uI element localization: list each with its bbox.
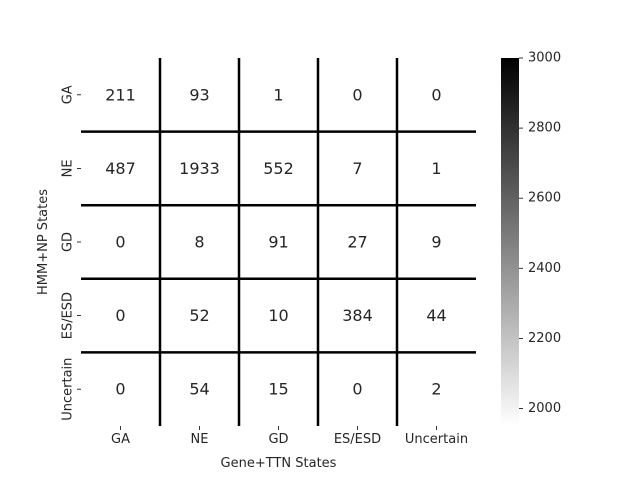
heatmap-cell: [81, 278, 160, 353]
y-tick-label: GD: [61, 232, 76, 252]
x-tick-label: Uncertain: [405, 432, 468, 447]
colorbar-tick-label: 2600: [528, 191, 561, 206]
colorbar-tick-label: 3000: [528, 51, 561, 66]
heatmap-cell: [318, 205, 397, 279]
cell-value-label: 54: [189, 380, 209, 399]
cell-value-label: 9: [431, 233, 441, 252]
heatmap-cell: [239, 205, 318, 279]
heatmap-cell: [160, 278, 239, 353]
x-tick-label: NE: [191, 432, 209, 447]
heatmap-cell: [318, 278, 397, 353]
cell-value-label: 211: [105, 85, 136, 104]
heatmap-cell: [239, 278, 318, 353]
cell-value-label: 2: [431, 380, 441, 399]
y-tick-label: GA: [61, 85, 76, 104]
heatmap-cell: [81, 205, 160, 279]
heatmap-cell: [397, 278, 476, 353]
cell-value-label: 0: [352, 380, 362, 399]
heatmap-cell: [318, 131, 397, 206]
cell-value-label: 384: [342, 306, 373, 325]
heatmap-cell: [239, 131, 318, 206]
heatmap-cell: [160, 205, 239, 279]
y-tick-label: NE: [61, 159, 76, 177]
colorbar-tick-label: 2800: [528, 121, 561, 136]
cell-value-label: 93: [189, 85, 209, 104]
cell-value-label: 1: [431, 159, 441, 178]
cell-value-label: 1933: [179, 159, 220, 178]
cell-value-label: 0: [115, 380, 125, 399]
colorbar-tick-label: 2200: [528, 331, 561, 346]
heatmap-cell: [81, 58, 160, 132]
cell-value-label: 91: [268, 233, 288, 252]
cell-value-label: 0: [115, 233, 125, 252]
heatmap-cell: [397, 205, 476, 279]
heatmap-cell: [160, 131, 239, 206]
x-axis-ticks: GA NE GD ES/ESD Uncertain: [111, 426, 468, 447]
cell-value-label: 0: [115, 306, 125, 325]
cell-value-label: 44: [426, 306, 446, 325]
heatmap-cell: [397, 58, 476, 132]
heatmap-cells: [81, 58, 476, 426]
heatmap-gridlines: [81, 58, 476, 426]
heatmap-cell: [239, 352, 318, 426]
cell-value-label: 10: [268, 306, 288, 325]
cell-value-label: 487: [105, 159, 136, 178]
y-tick-label: ES/ESD: [61, 292, 76, 339]
cell-value-label: 15: [268, 380, 288, 399]
y-axis-label: HMM+NP States: [36, 189, 51, 295]
cell-value-label: 7: [352, 159, 362, 178]
y-tick-label: Uncertain: [61, 358, 76, 421]
x-tick-label: GD: [268, 432, 288, 447]
cell-value-label: 1: [273, 85, 283, 104]
colorbar-tick-label: 2000: [528, 401, 561, 416]
y-axis-ticks: GA NE GD ES/ESD Uncertain: [61, 85, 81, 421]
heatmap-cell: [397, 131, 476, 206]
colorbar: 2000 2200 2400 2600 2800 3000: [501, 51, 561, 426]
cell-value-label: 8: [194, 233, 204, 252]
heatmap-cell: [239, 58, 318, 132]
cell-value-label: 52: [189, 306, 209, 325]
colorbar-gradient: [501, 58, 519, 426]
heatmap-cell: [160, 58, 239, 132]
cell-value-label: 552: [263, 159, 294, 178]
colorbar-tick-label: 2400: [528, 261, 561, 276]
heatmap-cell: [318, 58, 397, 132]
heatmap-cell: [318, 352, 397, 426]
heatmap-cell: [81, 352, 160, 426]
colorbar-ticks: 2000 2200 2400 2600 2800 3000: [519, 51, 561, 416]
cell-value-label: 0: [431, 85, 441, 104]
x-tick-label: ES/ESD: [334, 432, 381, 447]
x-axis-label: Gene+TTN States: [221, 456, 337, 471]
cell-value-label: 27: [347, 233, 367, 252]
heatmap-cell: [81, 131, 160, 206]
heatmap-cell: [160, 352, 239, 426]
heatmap-cell: [397, 352, 476, 426]
x-tick-label: GA: [111, 432, 130, 447]
cell-value-label: 0: [352, 85, 362, 104]
